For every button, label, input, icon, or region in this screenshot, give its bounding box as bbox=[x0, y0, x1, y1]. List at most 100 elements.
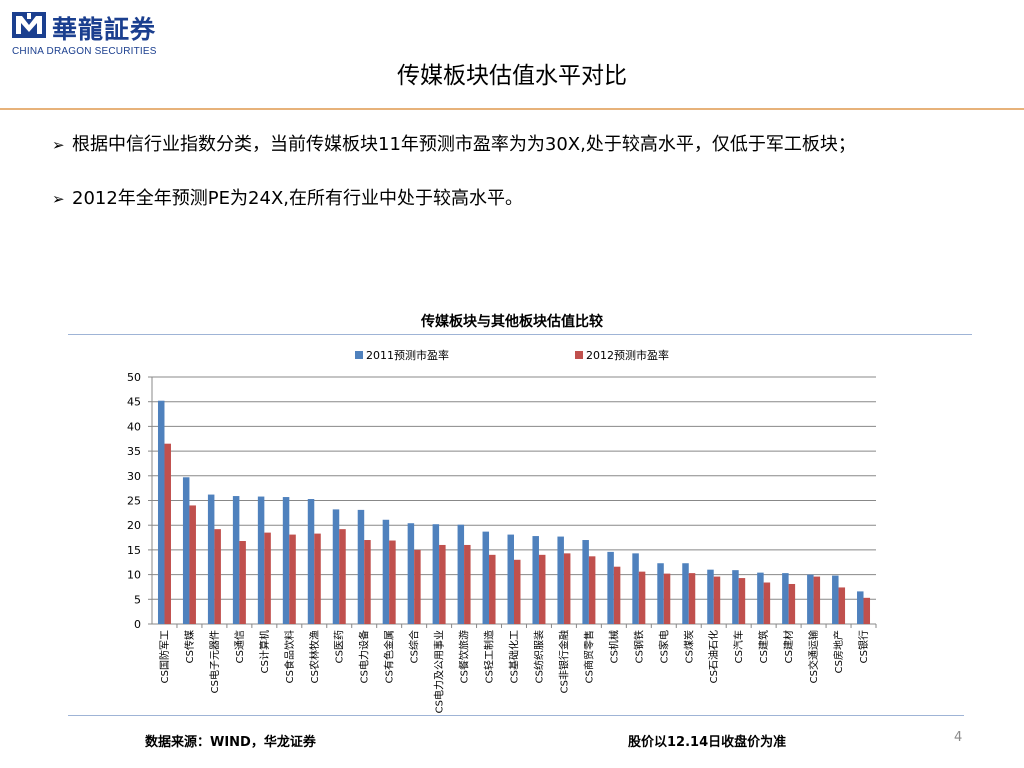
chart-title: 传媒板块与其他板块估值比较 bbox=[421, 314, 603, 330]
legend-label-2012: 2012预测市盈率 bbox=[586, 349, 669, 362]
x-tick-label: CS纺织服装 bbox=[532, 630, 545, 683]
price-basis-note: 股价以12.14日收盘价为准 bbox=[628, 735, 787, 750]
x-tick-label: CS通信 bbox=[234, 630, 246, 663]
y-tick-label: 10 bbox=[127, 569, 141, 582]
x-tick-label: CS农林牧渔 bbox=[308, 630, 321, 683]
y-tick-label: 50 bbox=[127, 371, 141, 384]
x-tick-label: CS建材 bbox=[782, 630, 795, 663]
bar-2011 bbox=[182, 477, 190, 624]
bar-2012 bbox=[189, 505, 196, 624]
bar-2012 bbox=[489, 554, 496, 624]
bar-2012 bbox=[439, 544, 446, 624]
x-tick-label: CS电力设备 bbox=[358, 630, 371, 683]
y-tick-label: 5 bbox=[134, 593, 141, 606]
x-tick-label: CS机械 bbox=[607, 630, 620, 663]
y-tick-label: 15 bbox=[127, 544, 141, 557]
bar-2012 bbox=[813, 576, 821, 624]
bar-2011 bbox=[657, 563, 664, 624]
bar-2012 bbox=[314, 533, 321, 624]
bar-2012 bbox=[838, 587, 846, 624]
bar-2012 bbox=[289, 534, 296, 624]
bar-2011 bbox=[707, 569, 714, 624]
x-tick-label: CS医药 bbox=[334, 630, 346, 663]
y-tick-label: 45 bbox=[127, 396, 141, 409]
bar-2011 bbox=[457, 524, 465, 624]
x-tick-label: CS建筑 bbox=[757, 630, 770, 663]
x-tick-label: CS传媒 bbox=[184, 630, 196, 663]
bar-2011 bbox=[807, 574, 814, 624]
bar-2012 bbox=[588, 556, 596, 624]
x-tick-label: CS电子元器件 bbox=[208, 630, 221, 693]
bar-2012 bbox=[339, 529, 346, 624]
x-tick-label: CS交通运输 bbox=[807, 630, 820, 683]
bar-2011 bbox=[757, 572, 764, 624]
page-title: 传媒板块估值水平对比 bbox=[397, 63, 627, 89]
x-tick-label: CS银行 bbox=[857, 630, 870, 663]
x-tick-label: CS房地产 bbox=[832, 630, 845, 673]
bar-2011 bbox=[507, 534, 514, 624]
bar-2012 bbox=[364, 540, 371, 624]
bar-2011 bbox=[682, 563, 689, 624]
x-tick-label: CS汽车 bbox=[732, 630, 745, 663]
bar-2012 bbox=[538, 554, 546, 624]
bar-2012 bbox=[414, 549, 421, 624]
bar-2011 bbox=[782, 573, 789, 624]
bullet-list: ➢ 根据中信行业指数分类，当前传媒板块11年预测市盈率为为30X,处于较高水平，… bbox=[52, 132, 952, 212]
x-tick-label: CS综合 bbox=[408, 630, 421, 663]
bar-2012 bbox=[788, 583, 796, 624]
bar-2012 bbox=[863, 597, 871, 624]
chart-bottom-rule bbox=[68, 715, 964, 716]
arrow-bullet-icon: ➢ bbox=[52, 190, 65, 208]
bar-2011 bbox=[532, 536, 539, 624]
bar-2011 bbox=[157, 400, 165, 624]
bar-2011 bbox=[207, 494, 215, 624]
bar-2011 bbox=[557, 536, 564, 624]
bar-2012 bbox=[663, 573, 671, 624]
bar-2012 bbox=[214, 529, 221, 624]
x-tick-label: CS家电 bbox=[657, 630, 670, 663]
x-tick-label: CS商贸零售 bbox=[582, 630, 595, 683]
page-number: 4 bbox=[954, 730, 963, 745]
bar-2011 bbox=[632, 553, 639, 624]
bar-2011 bbox=[282, 497, 290, 624]
bar-2012 bbox=[164, 443, 171, 624]
title-divider bbox=[0, 108, 1024, 110]
x-tick-label: CS食品饮料 bbox=[283, 630, 296, 683]
bar-2011 bbox=[307, 499, 315, 624]
bar-2011 bbox=[357, 509, 365, 624]
x-tick-label: CS电力及公用事业 bbox=[433, 630, 446, 713]
x-tick-label: CS非银行金融 bbox=[557, 630, 570, 693]
bullet-text: 根据中信行业指数分类，当前传媒板块11年预测市盈率为为30X,处于较高水平，仅低… bbox=[72, 134, 856, 155]
bar-2011 bbox=[732, 570, 739, 624]
legend-label-2011: 2011预测市盈率 bbox=[366, 349, 449, 362]
x-tick-label: CS煤炭 bbox=[682, 630, 695, 663]
bar-2011 bbox=[857, 591, 864, 624]
y-tick-label: 25 bbox=[127, 495, 141, 508]
bar-2011 bbox=[332, 509, 340, 624]
x-tick-label: CS钢铁 bbox=[632, 630, 645, 663]
data-source-note: 数据来源：WIND，华龙证券 bbox=[145, 735, 316, 750]
legend-item-2011: 2011预测市盈率 bbox=[355, 347, 449, 363]
y-tick-label: 35 bbox=[127, 445, 141, 458]
bar-2011 bbox=[582, 540, 589, 624]
bar-2012 bbox=[713, 576, 721, 624]
x-tick-label: CS基础化工 bbox=[508, 630, 521, 683]
bar-2011 bbox=[407, 523, 415, 624]
bar-2011 bbox=[482, 531, 490, 624]
bar-2012 bbox=[688, 573, 696, 624]
bar-2012 bbox=[389, 540, 396, 624]
bullet-item: ➢ 2012年全年预测PE为24X,在所有行业中处于较高水平。 bbox=[52, 186, 952, 212]
bar-2012 bbox=[613, 566, 621, 624]
legend-swatch-2011 bbox=[355, 351, 363, 359]
bullet-text: 2012年全年预测PE为24X,在所有行业中处于较高水平。 bbox=[72, 188, 523, 209]
chart-top-rule bbox=[68, 334, 972, 335]
y-tick-label: 0 bbox=[134, 618, 141, 631]
bar-2012 bbox=[239, 541, 246, 624]
x-tick-label: CS餐饮旅游 bbox=[458, 630, 471, 683]
bar-2012 bbox=[264, 532, 271, 624]
legend-item-2012: 2012预测市盈率 bbox=[575, 347, 669, 363]
company-logo: 華龍証券 CHINA DRAGON SECURITIES bbox=[12, 8, 162, 60]
logo-english-name: CHINA DRAGON SECURITIES bbox=[12, 46, 157, 57]
bar-2011 bbox=[832, 575, 839, 624]
